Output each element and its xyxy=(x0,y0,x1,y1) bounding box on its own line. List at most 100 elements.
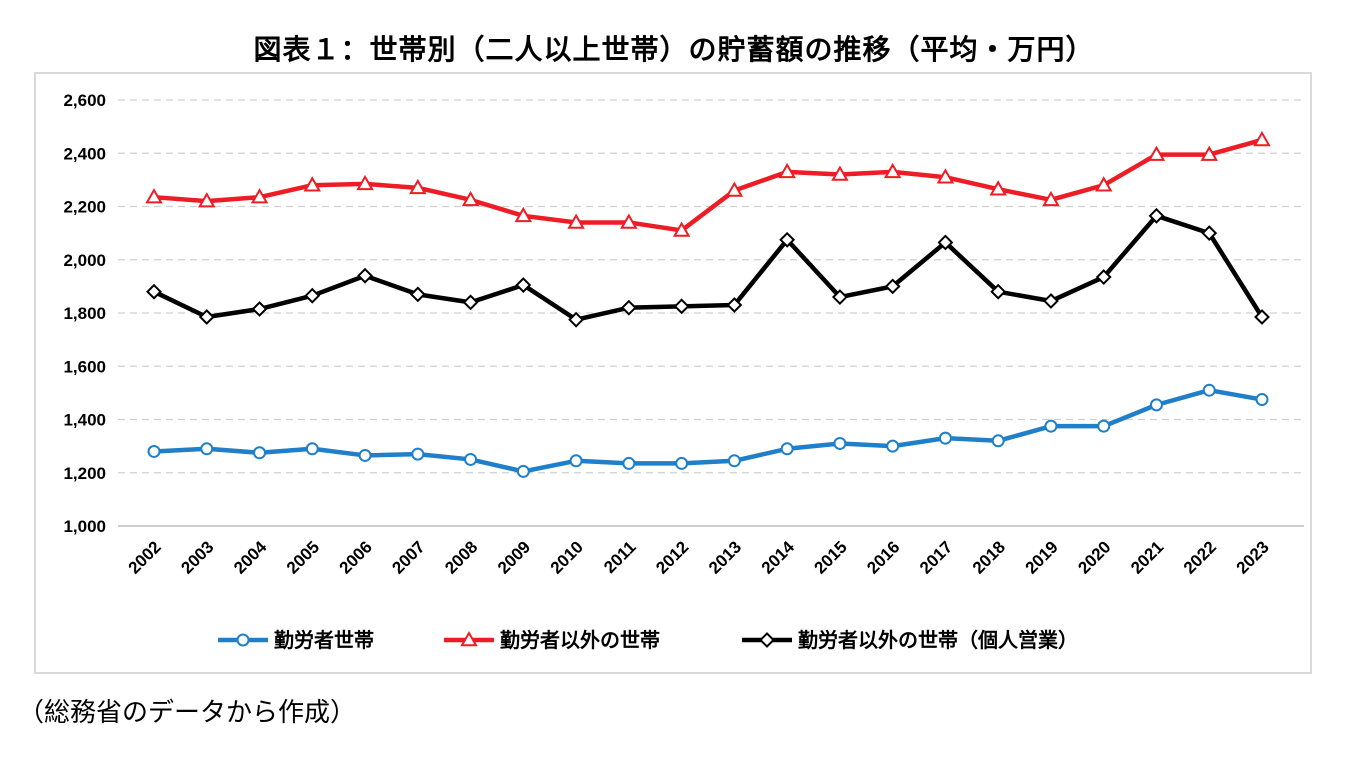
data-point xyxy=(200,442,214,456)
data-point xyxy=(725,181,744,197)
chart-title: 図表１：世帯別（二人以上世帯）の貯蓄額の推移（平均・万円） xyxy=(253,33,1095,66)
data-point xyxy=(1097,419,1111,433)
data-point xyxy=(884,278,901,295)
data-point xyxy=(1147,145,1166,161)
x-tick-label: 2016 xyxy=(863,537,903,577)
series-1 xyxy=(147,383,1269,478)
series-3 xyxy=(146,207,1270,328)
x-tick-label: 2010 xyxy=(547,537,587,577)
data-point xyxy=(568,311,585,328)
data-point xyxy=(147,444,161,458)
series-line xyxy=(151,213,1265,322)
data-point xyxy=(1094,176,1113,192)
data-point xyxy=(569,454,583,468)
x-tick-label: 2009 xyxy=(494,537,534,577)
y-axis: 1,000 1,200 1,400 1,600 1,800 2,000 2,200 2,400… xyxy=(63,91,106,536)
data-point xyxy=(620,299,637,316)
x-tick-label: 2022 xyxy=(1180,537,1220,577)
series-line xyxy=(151,387,1265,474)
y-tick-label: 1,600 xyxy=(63,357,106,376)
data-point xyxy=(567,213,585,229)
y-tick-label: 2,600 xyxy=(63,91,106,110)
chart-area: 1,000 1,200 1,400 1,600 1,800 2,000 2,200 2,400… xyxy=(34,72,1312,674)
legend-item: 勤労者以外の世帯 xyxy=(444,628,660,652)
data-point xyxy=(145,188,163,204)
data-point xyxy=(778,162,796,179)
data-point xyxy=(883,162,902,179)
data-point xyxy=(937,234,954,251)
series-line xyxy=(151,137,1265,233)
data-point xyxy=(936,168,955,184)
data-point xyxy=(305,442,319,456)
data-point xyxy=(461,190,480,207)
y-tick-label: 1,000 xyxy=(63,517,106,536)
data-point xyxy=(622,456,636,470)
data-point xyxy=(515,277,532,293)
x-tick-label: 2013 xyxy=(705,537,745,577)
data-point xyxy=(727,454,741,468)
data-point xyxy=(1253,130,1271,147)
x-tick-label: 2014 xyxy=(758,537,799,578)
data-point xyxy=(303,176,322,192)
data-point xyxy=(198,309,215,325)
data-point xyxy=(1255,393,1269,407)
series-2 xyxy=(145,130,1271,237)
grid-lines xyxy=(118,99,1304,527)
data-point xyxy=(672,221,691,237)
data-point xyxy=(1201,225,1218,242)
data-point xyxy=(1254,309,1270,325)
y-tick-label: 2,000 xyxy=(63,251,106,270)
x-tick-label: 2019 xyxy=(1022,537,1062,577)
data-point xyxy=(1042,190,1060,207)
data-point xyxy=(831,165,849,181)
data-point xyxy=(1043,293,1059,309)
data-point xyxy=(251,301,268,317)
x-tick-label: 2018 xyxy=(969,537,1009,577)
data-point xyxy=(1200,145,1218,161)
y-tick-label: 2,400 xyxy=(63,144,106,163)
data-point xyxy=(357,267,373,284)
data-point xyxy=(409,286,426,303)
x-tick-label: 2021 xyxy=(1127,537,1167,577)
data-point xyxy=(464,452,478,466)
data-point xyxy=(780,442,794,456)
y-tick-label: 1,400 xyxy=(63,411,106,430)
y-tick-label: 1,800 xyxy=(63,304,106,323)
data-point xyxy=(250,188,269,204)
x-tick-label: 2007 xyxy=(388,537,428,577)
data-point xyxy=(304,287,321,304)
x-tick-label: 2003 xyxy=(177,537,217,577)
x-tick-label: 2020 xyxy=(1074,537,1114,577)
legend-label: 勤労者以外の世帯 xyxy=(500,628,660,652)
legend: 勤労者世帯 勤労者以外の世帯 勤労者以外の世帯（個人営業） xyxy=(218,628,1078,652)
x-tick-label: 2017 xyxy=(916,537,956,577)
data-point xyxy=(673,298,690,315)
data-point xyxy=(989,180,1007,196)
data-point xyxy=(886,439,900,453)
data-point xyxy=(1202,383,1216,397)
data-point xyxy=(938,431,952,445)
data-point xyxy=(1149,398,1163,412)
data-point xyxy=(146,283,162,300)
data-point xyxy=(462,294,479,311)
series-lines xyxy=(145,130,1271,478)
data-point xyxy=(726,297,743,313)
data-point xyxy=(409,178,427,195)
line-chart: 1,000 1,200 1,400 1,600 1,800 2,000 2,200 2,400… xyxy=(63,91,1304,652)
data-point xyxy=(411,447,425,461)
legend-label: 勤労者以外の世帯（個人営業） xyxy=(798,628,1078,652)
data-point xyxy=(198,192,216,208)
data-point xyxy=(356,174,374,191)
y-tick-label: 1,200 xyxy=(63,464,106,483)
x-tick-label: 2023 xyxy=(1233,537,1273,577)
data-point xyxy=(620,213,638,229)
x-tick-label: 2004 xyxy=(230,537,271,578)
data-point xyxy=(516,464,530,478)
x-tick-label: 2011 xyxy=(600,537,640,577)
legend-item: 勤労者以外の世帯（個人営業） xyxy=(742,628,1078,652)
data-point xyxy=(1044,419,1058,433)
x-tick-label: 2015 xyxy=(811,537,851,577)
x-axis: 2002 2003 2004 2005 2006 2007 2008 2009 2010 2011… xyxy=(125,537,1273,578)
legend-marker xyxy=(460,630,478,647)
x-tick-label: 2005 xyxy=(283,537,323,577)
